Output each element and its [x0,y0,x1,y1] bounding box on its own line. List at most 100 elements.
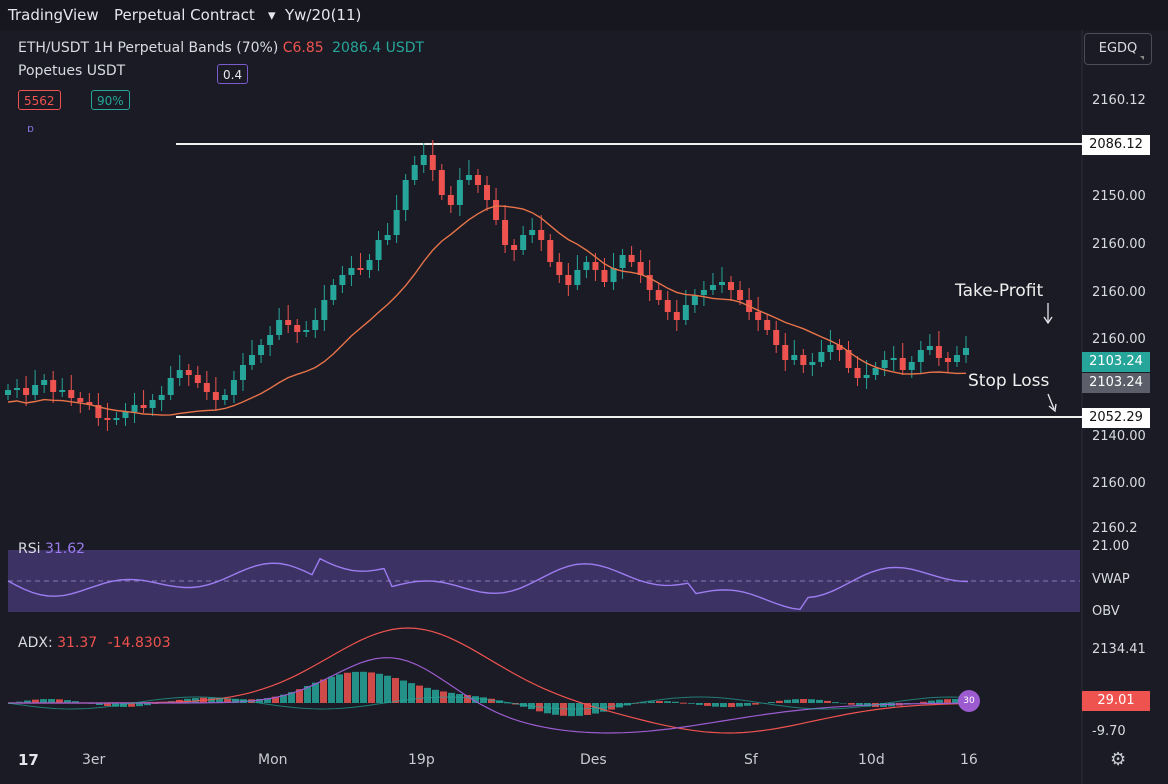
take-profit-label[interactable]: Take-Profit [955,281,1044,301]
histogram-bar [64,700,71,703]
candle [122,412,129,418]
price-axis-label: 2160.00 [1092,476,1146,491]
candle [944,358,951,362]
histogram-bar [136,703,143,707]
histogram-bar [560,703,567,716]
lower-level-tag[interactable]: 2052.29 [1082,408,1150,428]
histogram-bar [360,671,367,703]
histogram-bar [312,682,319,703]
candle [357,268,364,270]
candle [493,200,500,220]
histogram-bar [456,694,463,703]
candle [366,260,373,270]
symbol-name[interactable]: ETH/USDT 1H Perpetual Bands [18,40,232,56]
adx-marker[interactable]: 30 [958,690,980,712]
candle [773,330,780,345]
upper-level-tag[interactable]: 2086.12 [1082,135,1150,155]
adx-label: ADX: [18,635,53,651]
candle [827,345,834,352]
stop-loss-label[interactable]: Stop Loss [968,371,1050,391]
histogram-bar [256,698,263,703]
candle [818,352,825,362]
histogram-bar [352,671,359,703]
histogram-bar [808,699,815,703]
candle [321,300,328,320]
candle [845,350,852,368]
candle [502,220,509,245]
candle [249,355,256,365]
corner-button[interactable]: EGDQ [1084,33,1152,65]
rsi-label: RSi [18,541,41,557]
symbol-legend: ETH/USDT 1H Perpetual Bands (70%) C6.85 … [18,40,424,56]
price-axis-label: 2160.00 [1092,285,1146,300]
candle [384,235,391,240]
histogram-bar [792,699,799,703]
candle [800,355,807,365]
candle [77,398,84,402]
candle [348,268,355,275]
candle [737,290,744,300]
histogram-bar [640,702,647,704]
histogram-bar [784,699,791,703]
candle [402,180,409,210]
histogram-bar [944,699,951,703]
adx-axis-top: 2134.41 [1092,642,1146,657]
candle [718,282,725,285]
legend-badge[interactable]: 0.4 [217,64,249,84]
chip-red[interactable]: 5562 [18,90,61,110]
brand-label[interactable]: TradingView [8,6,99,24]
eye-icon[interactable]: ɒ [27,122,34,135]
histogram-bar [392,678,399,703]
candle [755,312,762,320]
candle [619,255,626,268]
contract-label[interactable]: Perpetual Contract [114,6,255,24]
histogram-bar [320,679,327,703]
candle [221,395,228,400]
chip-green[interactable]: 90% [91,90,130,110]
candle [149,400,156,408]
histogram-bar [128,703,135,707]
adx-tag[interactable]: 29.01 [1082,691,1150,711]
histogram-bar [432,689,439,703]
time-axis-label: Des [580,752,607,768]
histogram-bar [656,701,663,703]
rsi-axis-mid: VWAP [1092,572,1130,587]
candle [538,230,545,240]
histogram-bar [848,703,855,705]
current-price-tag-2[interactable]: 2103.24 [1082,373,1150,393]
candle [583,262,590,270]
candle [601,270,608,282]
current-price-tag[interactable]: 2103.24 [1082,352,1150,372]
price-axis-label: 2160.2 [1092,521,1138,536]
histogram-bar [736,703,743,707]
histogram-bar [816,699,823,703]
price-axis-label: 2150.00 [1092,189,1146,204]
bottom-left-label[interactable]: 17 [18,751,39,769]
histogram-bar [144,703,151,706]
histogram-bar [568,703,575,717]
time-axis-label: 19p [408,752,435,768]
gear-icon[interactable]: ⚙ [1110,749,1127,770]
candle [176,370,183,378]
histogram-bar [448,692,455,703]
histogram-bar [336,674,343,703]
candle [872,368,879,375]
adx-line-red [8,627,969,734]
candles-group [5,140,969,431]
chevron-down-icon[interactable]: ▾ [268,6,276,24]
candle [158,395,165,400]
histogram-bar [288,692,295,703]
candle [68,390,75,398]
time-axis-label: Mon [258,752,288,768]
histogram-bar [920,701,927,703]
histogram-bar [696,703,703,705]
histogram-bar [112,703,119,707]
histogram-bar [296,689,303,703]
candle [628,255,635,262]
candle [547,240,554,262]
timeframe-label[interactable]: Yw/20(11) [285,6,362,24]
histogram-bar [720,703,727,708]
candle [655,290,662,300]
histogram-bar [464,695,471,703]
